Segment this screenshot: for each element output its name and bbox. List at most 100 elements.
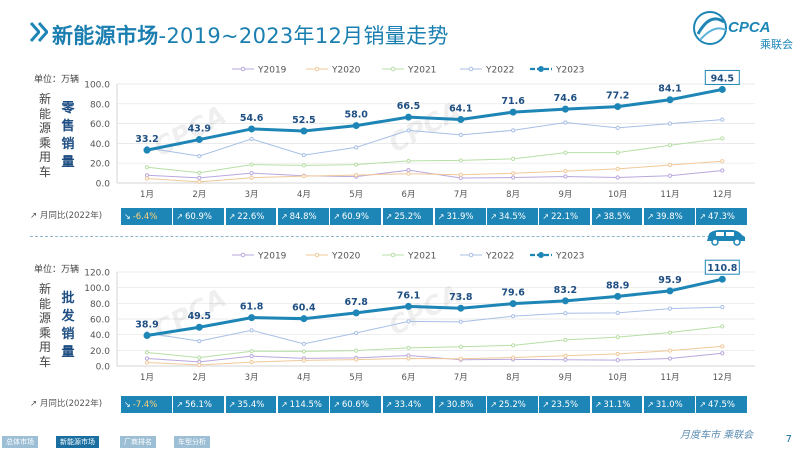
data-point-Y2021 bbox=[301, 163, 306, 168]
yoy-cell: ↗ 47.3% bbox=[696, 208, 748, 225]
trend-up-icon: ↗ bbox=[490, 212, 497, 221]
yoy-label-wholesale: ↗ 月同比(2022年) bbox=[30, 396, 102, 413]
legend-label: Y2021 bbox=[407, 252, 436, 262]
yoy-cell: ↗ 31.9% bbox=[434, 208, 486, 225]
trend-up-icon: ↗ bbox=[594, 212, 602, 221]
watermark-signature: 月度车市 乘联会 bbox=[680, 430, 754, 441]
trend-icon: ↗ bbox=[30, 211, 40, 221]
data-point-Y2023 bbox=[405, 302, 412, 310]
footer-tab[interactable]: 厂商排名 bbox=[120, 436, 156, 448]
data-point-Y2019 bbox=[563, 174, 568, 179]
trend-up-icon: ↗ bbox=[176, 212, 183, 221]
data-point-Y2021 bbox=[667, 143, 673, 148]
y-tick-label: 0.0 bbox=[96, 363, 111, 373]
data-point-Y2021 bbox=[510, 156, 516, 161]
logo-text: CPCA bbox=[728, 19, 771, 36]
data-point-Y2021 bbox=[563, 337, 568, 342]
footer-tab[interactable]: 车型分析 bbox=[174, 436, 210, 448]
data-point-Y2021 bbox=[406, 345, 411, 350]
y-tick-label: 60.0 bbox=[90, 316, 110, 326]
yoy-label-retail: ↗ 月同比(2022年) bbox=[30, 208, 102, 225]
y-tick-label: 80.0 bbox=[90, 300, 110, 310]
yoy-value: 60.9% bbox=[185, 212, 213, 222]
data-point-Y2019 bbox=[197, 175, 202, 180]
data-point-Y2022 bbox=[249, 136, 254, 142]
yoy-value: 31.0% bbox=[655, 400, 683, 410]
data-point-Y2022 bbox=[458, 319, 463, 324]
y-tick-label: 20.0 bbox=[90, 160, 110, 170]
yoy-cell: ↗ 23.5% bbox=[539, 396, 591, 413]
data-label: 66.5 bbox=[397, 101, 420, 112]
yoy-value: 31.1% bbox=[603, 400, 631, 410]
legend-label: Y2022 bbox=[485, 252, 514, 262]
yoy-value: 60.9% bbox=[341, 212, 369, 222]
yoy-cell: ↗ 114.5% bbox=[277, 396, 329, 413]
yoy-cell: ↗ 38.5% bbox=[591, 208, 643, 225]
data-point-Y2020 bbox=[249, 175, 254, 180]
yoy-cell: ↗ 39.8% bbox=[644, 208, 695, 225]
yoy-cell: ↗ 31.0% bbox=[644, 396, 695, 413]
logo-sub: 乘联会 bbox=[760, 38, 793, 51]
yoy-label-text: 月同比(2022年) bbox=[39, 399, 103, 409]
data-point-Y2022 bbox=[720, 304, 725, 310]
legend-label: Y2019 bbox=[257, 66, 287, 76]
trend-up-icon: ↗ bbox=[699, 400, 706, 409]
series-line-Y2020 bbox=[146, 160, 723, 183]
yoy-value: 38.5% bbox=[603, 212, 631, 222]
divider bbox=[30, 236, 710, 237]
x-tick-label: 4月 bbox=[297, 373, 311, 383]
legend-label: Y2022 bbox=[485, 66, 514, 76]
x-tick-label: 2月 bbox=[192, 190, 206, 200]
yoy-value: 114.5% bbox=[289, 400, 323, 410]
x-tick-label: 1月 bbox=[140, 190, 154, 200]
data-point-Y2023 bbox=[718, 85, 726, 93]
data-point-Y2020 bbox=[354, 357, 359, 362]
data-point-Y2023 bbox=[143, 332, 151, 340]
data-point-Y2022 bbox=[406, 319, 411, 324]
yoy-cell: ↗ 33.4% bbox=[382, 396, 434, 413]
data-point-Y2021 bbox=[510, 343, 516, 348]
data-point-Y2020 bbox=[197, 362, 202, 368]
data-point-Y2022 bbox=[615, 310, 620, 315]
data-label: 43.9 bbox=[188, 124, 211, 135]
trend-up-icon: ↗ bbox=[333, 212, 340, 221]
data-point-Y2019 bbox=[667, 173, 673, 178]
data-point-Y2020 bbox=[301, 358, 306, 363]
title-bold: 新能源市场 bbox=[52, 24, 159, 48]
data-label: 83.2 bbox=[554, 285, 577, 296]
footer-tab[interactable]: 新能源市场 bbox=[56, 436, 99, 448]
data-point-Y2022 bbox=[720, 117, 725, 122]
trend-up-icon: ↗ bbox=[490, 400, 497, 409]
data-point-Y2023 bbox=[561, 297, 569, 305]
legend-marker bbox=[314, 252, 320, 258]
data-point-Y2023 bbox=[718, 275, 726, 283]
yoy-label-text: 月同比(2022年) bbox=[39, 211, 103, 221]
cpca-watermark: CPCA bbox=[384, 279, 466, 342]
data-point-Y2020 bbox=[510, 355, 516, 360]
data-label-box bbox=[704, 259, 740, 275]
data-point-Y2023 bbox=[195, 323, 203, 331]
yoy-cell: ↗ 34.5% bbox=[487, 208, 538, 225]
yoy-cell: ↗ 25.2% bbox=[487, 396, 538, 413]
trend-up-icon: ↗ bbox=[699, 212, 706, 221]
footer-tab[interactable]: 总体市场 bbox=[2, 436, 38, 448]
data-point-Y2021 bbox=[615, 150, 620, 155]
series-line-Y2021 bbox=[146, 325, 723, 359]
yoy-value: 60.6% bbox=[341, 400, 369, 410]
yoy-value: 56.1% bbox=[185, 400, 213, 410]
legend-label: Y2019 bbox=[257, 252, 287, 262]
y-tick-label: 100.0 bbox=[84, 284, 110, 294]
yoy-value: 22.1% bbox=[551, 212, 579, 222]
x-tick-label: 5月 bbox=[349, 190, 363, 200]
wholesale-sales-chart: 0.0 20.0 40.0 60.0 80.0 100.0 120.0 1月 2月 3月 4月 5月 6… bbox=[84, 252, 755, 383]
x-tick-label: 8月 bbox=[506, 190, 520, 200]
trend-up-icon: ↗ bbox=[647, 212, 654, 221]
data-point-Y2021 bbox=[144, 350, 150, 355]
data-point-Y2020 bbox=[720, 344, 725, 349]
vertical-label-left-wholesale: 新能源乘用车 bbox=[38, 282, 51, 369]
retail-sales-chart: 0.0 20.0 40.0 60.0 80.0 100.0 1月 2月 3月 4月 5月 6月 7月 8月… bbox=[84, 66, 755, 200]
vertical-label-right-wholesale: 批发销量 bbox=[61, 291, 75, 360]
data-point-Y2019 bbox=[249, 171, 254, 176]
trend-up-icon: ↗ bbox=[385, 400, 393, 409]
data-point-Y2023 bbox=[614, 103, 622, 111]
